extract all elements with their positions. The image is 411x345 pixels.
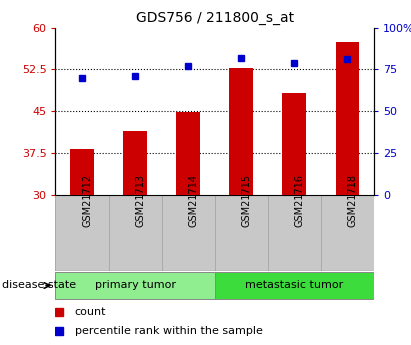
Text: count: count — [75, 307, 106, 317]
Bar — [268, 195, 321, 271]
Bar — [321, 195, 374, 271]
Text: disease state: disease state — [2, 280, 76, 290]
Text: percentile rank within the sample: percentile rank within the sample — [75, 326, 263, 336]
Text: GSM21714: GSM21714 — [188, 174, 198, 227]
Title: GDS756 / 211800_s_at: GDS756 / 211800_s_at — [136, 11, 294, 25]
Bar — [215, 272, 374, 299]
Bar — [229, 68, 253, 195]
Text: GSM21718: GSM21718 — [347, 174, 358, 227]
Text: GSM21715: GSM21715 — [241, 174, 251, 227]
Bar — [55, 195, 109, 271]
Bar — [162, 195, 215, 271]
Bar — [215, 195, 268, 271]
Bar — [282, 93, 306, 195]
Bar — [109, 195, 162, 271]
Bar — [70, 149, 94, 195]
Bar — [335, 41, 359, 195]
Bar — [55, 272, 215, 299]
Text: GSM21716: GSM21716 — [294, 174, 305, 227]
Text: GSM21712: GSM21712 — [82, 174, 92, 227]
Text: GSM21713: GSM21713 — [135, 174, 145, 227]
Text: primary tumor: primary tumor — [95, 280, 175, 290]
Bar — [123, 131, 147, 195]
Text: metastasic tumor: metastasic tumor — [245, 280, 344, 290]
Bar — [176, 112, 200, 195]
